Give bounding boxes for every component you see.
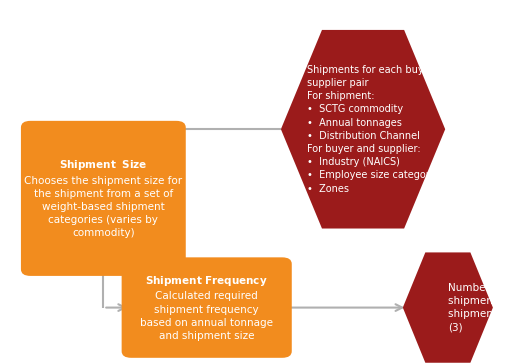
Text: Shipments for each buyer-
supplier pair
For shipment:
•  SCTG commodity
•  Annua: Shipments for each buyer- supplier pair … [307, 65, 436, 194]
Text: $\bf{Shipment\ Frequency}$
Calculated required
shipment frequency
based on annua: $\bf{Shipment\ Frequency}$ Calculated re… [140, 274, 273, 341]
FancyBboxPatch shape [122, 257, 292, 358]
FancyBboxPatch shape [21, 121, 186, 276]
Text: $\bf{Shipment\ \ Size}$
Chooses the shipment size for
the shipment from a set of: $\bf{Shipment\ \ Size}$ Chooses the ship… [24, 158, 182, 238]
Text: Number of
shipments by
shipment size
(3): Number of shipments by shipment size (3) [448, 283, 520, 332]
Polygon shape [403, 252, 493, 363]
Polygon shape [281, 30, 445, 229]
